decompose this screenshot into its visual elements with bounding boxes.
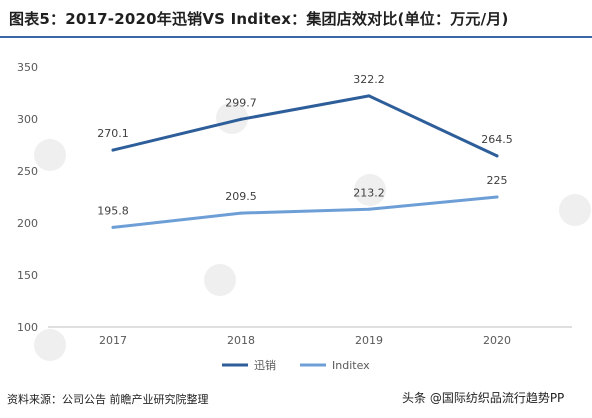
data-point — [367, 94, 371, 98]
title-underline — [0, 36, 592, 38]
data-point — [239, 117, 243, 121]
series-line-1 — [111, 94, 499, 158]
data-point — [495, 195, 499, 199]
watermark-logo — [204, 264, 236, 296]
watermark-logo — [34, 139, 66, 171]
data-label: 225 — [487, 174, 508, 187]
x-tick-label: 2017 — [99, 334, 127, 347]
data-point — [367, 207, 371, 211]
series-line-2 — [111, 195, 499, 229]
y-axis: 100 150 200 250 300 350 — [17, 61, 38, 334]
chart-title: 图表5：2017-2020年迅销VS Inditex：集团店效对比(单位：万元/… — [9, 10, 509, 28]
x-tick-label: 2018 — [227, 334, 255, 347]
x-axis: 2017 2018 2019 2020 — [48, 326, 572, 347]
data-label: 299.7 — [225, 96, 257, 109]
y-tick-label: 300 — [17, 113, 38, 126]
watermark-logo — [354, 174, 386, 206]
data-point — [495, 154, 499, 158]
data-point — [111, 148, 115, 152]
attribution-text: 头条 @国际纺织品流行趋势PP — [400, 389, 567, 406]
legend: 迅销 Inditex — [222, 358, 370, 372]
y-tick-label: 100 — [17, 321, 38, 334]
legend-label: 迅销 — [254, 358, 276, 372]
data-point — [239, 211, 243, 215]
y-tick-label: 200 — [17, 217, 38, 230]
x-tick-label: 2019 — [355, 334, 383, 347]
data-labels: 270.1 299.7 322.2 264.5 195.8 209.5 213.2 225 — [97, 73, 513, 217]
source-note: 资料来源：公司公告 前瞻产业研究院整理 — [7, 393, 209, 406]
y-tick-label: 150 — [17, 269, 38, 282]
watermark-logo — [216, 102, 248, 134]
data-label: 322.2 — [353, 73, 385, 86]
x-tick-label: 2020 — [483, 334, 511, 347]
watermark-logo — [34, 329, 66, 361]
watermark-layer — [34, 102, 591, 361]
watermark-logo — [559, 194, 591, 226]
data-label: 209.5 — [225, 190, 257, 203]
data-label: 213.2 — [353, 186, 385, 199]
series-lines — [111, 94, 499, 229]
y-tick-label: 250 — [17, 165, 38, 178]
legend-label: Inditex — [332, 359, 370, 372]
data-label: 264.5 — [481, 133, 513, 146]
y-tick-label: 350 — [17, 61, 38, 74]
data-label: 270.1 — [97, 127, 129, 140]
data-label: 195.8 — [97, 204, 129, 217]
data-point — [111, 225, 115, 229]
